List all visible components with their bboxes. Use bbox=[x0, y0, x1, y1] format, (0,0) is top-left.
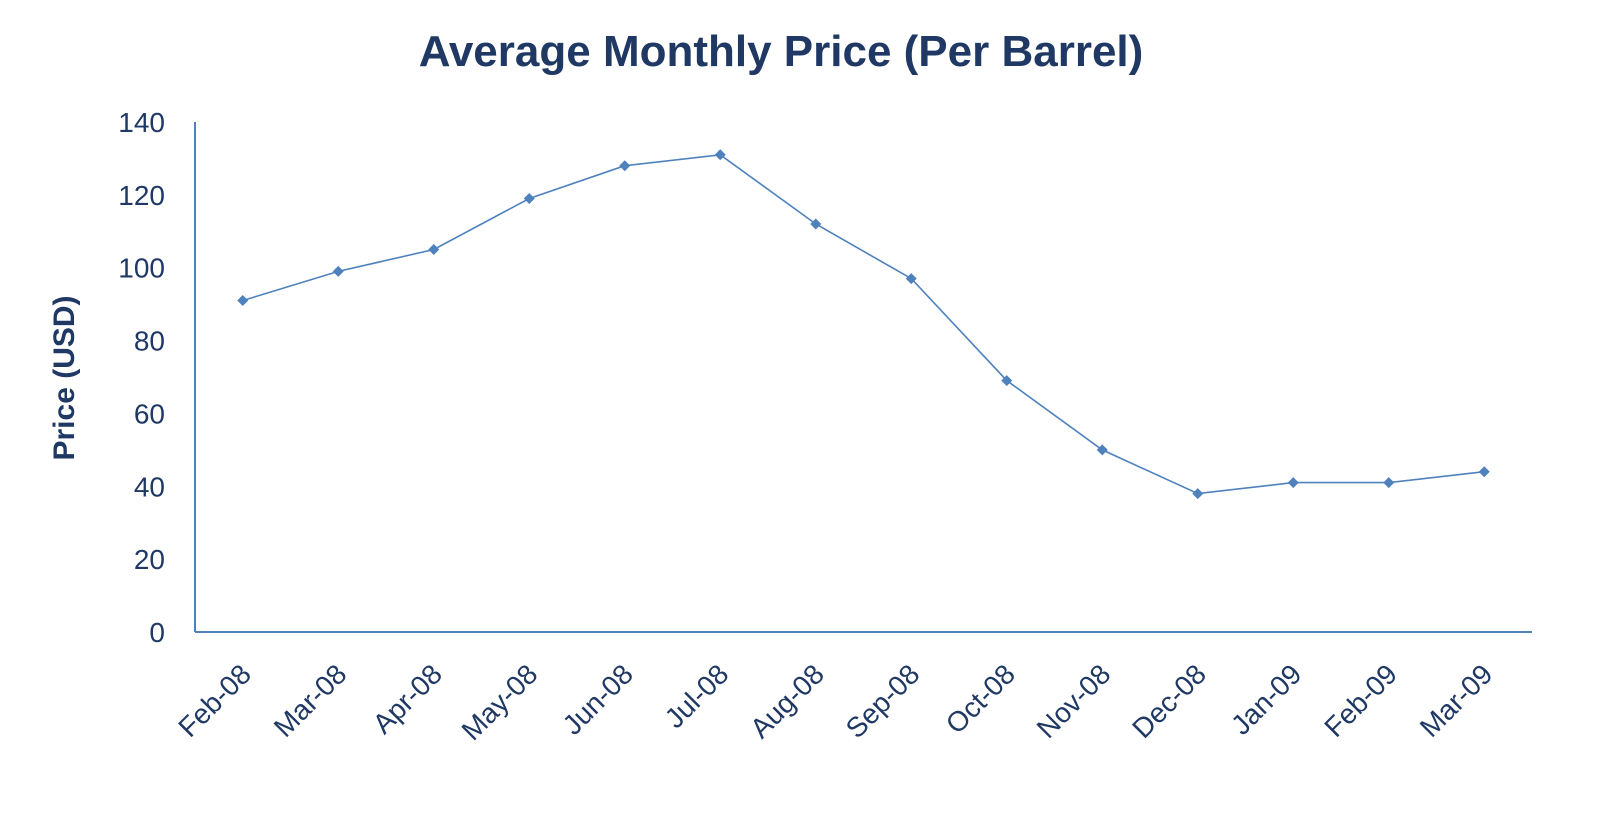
data-point bbox=[1096, 444, 1108, 456]
x-tick-label: Mar-08 bbox=[268, 658, 353, 743]
x-tick-label: Aug-08 bbox=[744, 658, 830, 744]
series-line bbox=[242, 153, 1485, 495]
y-axis-label: Price (USD) bbox=[48, 295, 81, 460]
x-tick-label: Jun-08 bbox=[557, 658, 639, 740]
y-tick-label: 120 bbox=[118, 180, 165, 211]
x-tick-label: Oct-08 bbox=[940, 658, 1021, 739]
x-tick-label: Jul-08 bbox=[659, 658, 735, 734]
data-point bbox=[1001, 375, 1013, 387]
x-tick-label: Feb-08 bbox=[172, 658, 257, 743]
chart-title: Average Monthly Price (Per Barrel) bbox=[419, 27, 1144, 76]
y-tick-labels: 0 20 40 60 80 100 120 140 bbox=[118, 107, 165, 648]
data-point bbox=[1287, 477, 1299, 489]
y-tick-label: 20 bbox=[134, 544, 165, 575]
y-tick-label: 60 bbox=[134, 398, 165, 429]
data-point bbox=[237, 295, 249, 306]
x-tick-label: May-08 bbox=[456, 658, 544, 746]
y-tick-label: 80 bbox=[134, 326, 165, 357]
data-point bbox=[1478, 466, 1490, 478]
data-point bbox=[1192, 488, 1204, 500]
data-points bbox=[237, 149, 1490, 500]
data-point bbox=[428, 244, 440, 255]
y-tick-label: 40 bbox=[134, 471, 165, 502]
y-tick-label: 140 bbox=[118, 107, 165, 138]
data-point bbox=[332, 265, 344, 277]
x-tick-label: Jan-09 bbox=[1225, 658, 1307, 740]
x-tick-label: Dec-08 bbox=[1126, 658, 1212, 744]
x-tick-label: Feb-09 bbox=[1318, 658, 1403, 743]
data-point bbox=[905, 273, 917, 285]
y-tick-label: 0 bbox=[149, 617, 165, 648]
x-tick-label: Mar-09 bbox=[1414, 658, 1499, 743]
data-point bbox=[810, 218, 822, 230]
x-tick-label: Sep-08 bbox=[840, 658, 926, 744]
data-point bbox=[714, 149, 726, 161]
x-tick-labels: Feb-08 Mar-08 Apr-08 May-08 Jun-08 Jul-08 Aug-… bbox=[172, 658, 1498, 746]
x-tick-label: Apr-08 bbox=[367, 658, 448, 739]
y-tick-label: 100 bbox=[118, 253, 165, 284]
data-point bbox=[619, 160, 631, 172]
x-tick-label: Nov-08 bbox=[1031, 658, 1117, 744]
data-point bbox=[1383, 477, 1395, 489]
data-point bbox=[523, 193, 535, 204]
